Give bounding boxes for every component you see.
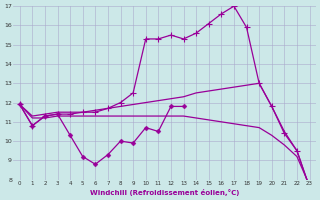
X-axis label: Windchill (Refroidissement éolien,°C): Windchill (Refroidissement éolien,°C) xyxy=(90,189,239,196)
